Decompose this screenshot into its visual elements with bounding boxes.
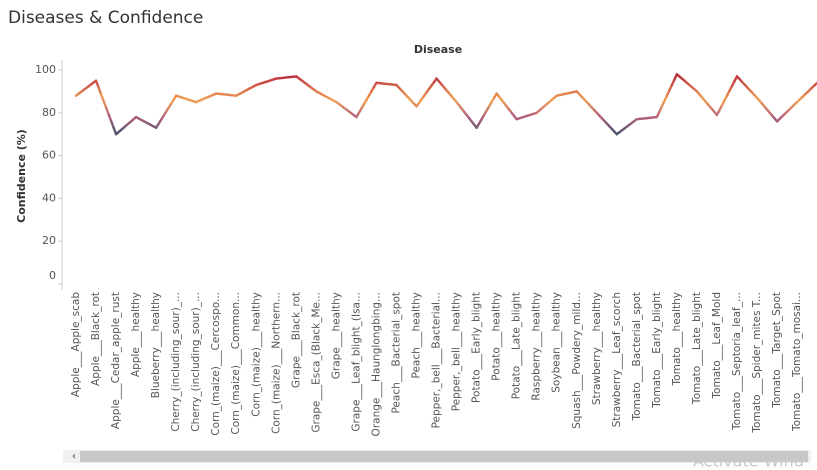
line-series	[76, 74, 817, 134]
x-tick-label: Apple___Black_rot	[90, 292, 102, 386]
y-axis-label: Confidence (%)	[15, 129, 28, 223]
scroll-left[interactable]: ‹	[72, 451, 76, 462]
x-tick-label: Soybean___healthy	[551, 292, 563, 393]
x-tick-label: Apple___Cedar_apple_rust	[110, 292, 122, 429]
x-tick-label: Potato___healthy	[491, 292, 503, 381]
x-tick-label: Cherry_(including_sour)_...	[170, 292, 182, 432]
scrollbar-thumb[interactable]	[80, 451, 808, 462]
x-tick-label: Raspberry___healthy	[531, 292, 543, 401]
y-tick-label: 40	[42, 191, 56, 204]
x-tick-label: Tomato___Late_blight	[691, 292, 703, 405]
x-tick-label: Blueberry___healthy	[150, 292, 162, 398]
x-tick-label: Tomato___Target_Spot	[771, 292, 783, 409]
x-tick-label: Corn_(maize)___Common...	[230, 292, 242, 435]
watermark: Activate Wind	[693, 452, 804, 470]
x-tick-label: Tomato___Early_blight	[651, 292, 663, 409]
x-tick-label: Corn_(maize)___Cercospo...	[210, 292, 222, 436]
x-tick-label: Orange___Haunglongbing...	[370, 292, 382, 436]
x-tick-label: Corn_(maize)___Northern...	[270, 292, 282, 434]
x-tick-label: Pepper,_bell___Bacterial...	[431, 292, 443, 428]
x-tick-label: Squash___Powdery_mild...	[571, 292, 583, 429]
y-tick-label: 60	[42, 149, 56, 162]
x-tick-label: Peach___healthy	[411, 292, 423, 378]
x-tick-label: Cherry_(including_sour)_...	[190, 292, 202, 432]
y-tick-label: 100	[35, 63, 56, 76]
plot	[74, 73, 817, 136]
x-tick-label: Grape___Esca_(Black_Me...	[310, 292, 322, 433]
x-tick-label: Potato___Late_blight	[511, 292, 523, 399]
x-tick-label: Tomato___Leaf_Mold	[711, 292, 723, 400]
x-tick-label: Potato___Early_blight	[471, 292, 483, 403]
x-tick-label: Pepper,_bell___healthy	[451, 292, 463, 411]
x-tick-label: Grape___Black_rot	[290, 292, 302, 388]
x-tick-label: Tomato___Bacterial_spot	[631, 292, 643, 422]
x-tick-label: Strawberry___healthy	[591, 292, 603, 405]
y-tick-label: 80	[42, 106, 56, 119]
y-tick-label: 20	[42, 234, 56, 247]
x-tick-label: Tomato___Spider_mites T...	[751, 292, 763, 434]
x-tick-label: Apple___healthy	[130, 292, 142, 377]
x-tick-label: Grape___Leaf_blight_(Isa...	[350, 292, 362, 432]
x-tick-label: Corn_(maize)___healthy	[250, 292, 262, 417]
x-tick-label: Tomato___Septoria_leaf_...	[731, 292, 743, 431]
x-tick-label: Strawberry___Leaf_scorch	[611, 292, 623, 427]
x-tick-label: Apple___Apple_scab	[70, 292, 82, 397]
y-tick-label: 0	[49, 269, 56, 282]
x-tick-label: Tomato___Tomato_mosai...	[791, 292, 803, 432]
chart-title: Diseases & Confidence	[8, 8, 203, 28]
x-tick-label: Peach___Bacterial_spot	[390, 292, 402, 414]
x-tick-label: Grape___healthy	[330, 292, 342, 379]
x-tick-label: Tomato___healthy	[671, 292, 683, 386]
column-header: Disease	[414, 43, 462, 56]
